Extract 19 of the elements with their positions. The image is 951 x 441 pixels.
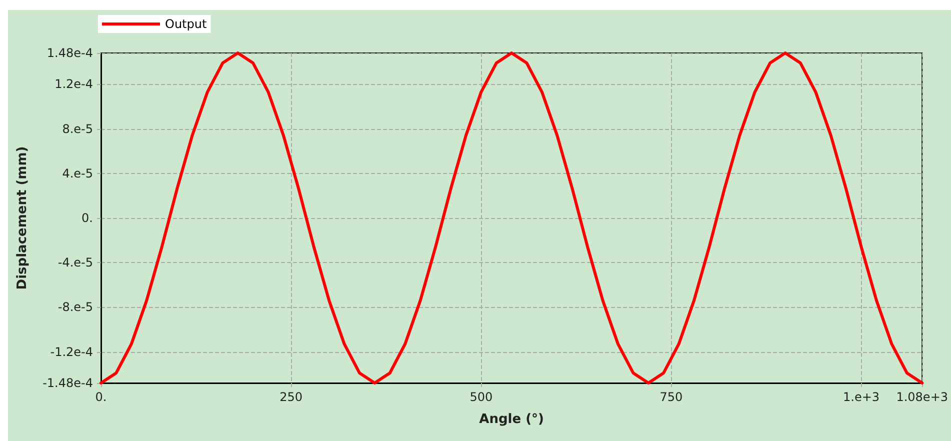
x-tick-label: 250 — [280, 390, 303, 404]
y-tick-label: -4.e-5 — [58, 256, 93, 270]
x-tick-label: 1.e+3 — [843, 390, 880, 404]
y-tick-label: 1.48e-4 — [46, 46, 93, 60]
y-tick-label: -1.48e-4 — [42, 376, 93, 390]
x-axis-title: Angle (°) — [479, 412, 544, 427]
line-series — [100, 52, 924, 384]
x-tick-label: 1.08e+3 — [896, 390, 948, 404]
y-tick-label: 0. — [82, 211, 93, 225]
x-tick-label: 500 — [470, 390, 493, 404]
y-tick-label: -8.e-5 — [58, 300, 93, 314]
y-tick-label: 4.e-5 — [62, 166, 93, 180]
y-tick-label: 8.e-5 — [62, 122, 93, 136]
legend-label: Output — [165, 17, 207, 31]
x-tick-label: 0. — [95, 390, 107, 404]
y-axis-title: Displacement (mm) — [15, 146, 30, 290]
x-tick-label: 750 — [660, 390, 683, 404]
y-tick-label: 1.2e-4 — [54, 77, 93, 92]
y-tick-label: -1.2e-4 — [50, 344, 93, 359]
